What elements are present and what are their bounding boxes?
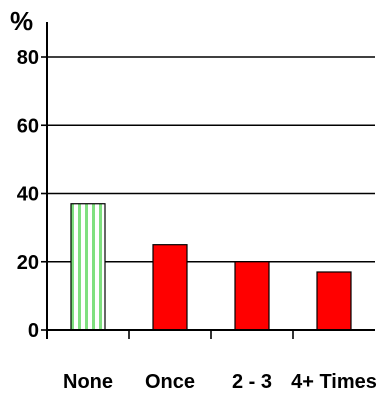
category-label: 4+ Times xyxy=(291,371,377,393)
bars xyxy=(70,203,352,331)
y-tick-label: 0 xyxy=(28,320,39,342)
bar-4-times xyxy=(316,271,352,331)
y-tick-labels: 0 20 40 60 80 xyxy=(17,47,39,342)
axes xyxy=(46,22,375,339)
bar-once xyxy=(152,244,188,331)
y-tick-label: 80 xyxy=(17,47,39,69)
bar-none xyxy=(70,203,106,331)
y-tick-label: 60 xyxy=(17,115,39,137)
category-labels: None Once 2 - 3 4+ Times xyxy=(63,371,377,393)
category-label: 2 - 3 xyxy=(232,371,272,393)
bar-2-3 xyxy=(234,261,270,331)
y-axis-unit-label: % xyxy=(10,6,33,36)
category-label: None xyxy=(63,371,113,393)
category-label: Once xyxy=(145,371,195,393)
y-tick-label: 20 xyxy=(17,252,39,274)
y-tick-label: 40 xyxy=(17,184,39,206)
